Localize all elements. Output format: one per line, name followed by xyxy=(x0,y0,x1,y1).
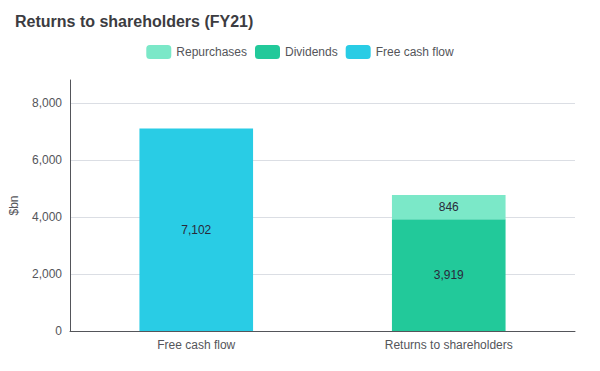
svg-text:6,000: 6,000 xyxy=(32,153,62,167)
svg-text:Repurchases: Repurchases xyxy=(176,45,247,59)
svg-text:4,000: 4,000 xyxy=(32,210,62,224)
svg-text:$bn: $bn xyxy=(7,195,21,215)
svg-text:Returns to shareholders: Returns to shareholders xyxy=(385,338,513,352)
svg-text:Free cash flow: Free cash flow xyxy=(376,45,454,59)
svg-text:Dividends: Dividends xyxy=(285,45,338,59)
svg-text:0: 0 xyxy=(55,324,62,338)
svg-text:846: 846 xyxy=(439,200,459,214)
svg-text:2,000: 2,000 xyxy=(32,267,62,281)
svg-text:7,102: 7,102 xyxy=(181,223,211,237)
svg-text:3,919: 3,919 xyxy=(434,268,464,282)
svg-text:8,000: 8,000 xyxy=(32,96,62,110)
svg-text:Returns to shareholders (FY21): Returns to shareholders (FY21) xyxy=(15,13,253,30)
svg-text:Free cash flow: Free cash flow xyxy=(157,338,235,352)
